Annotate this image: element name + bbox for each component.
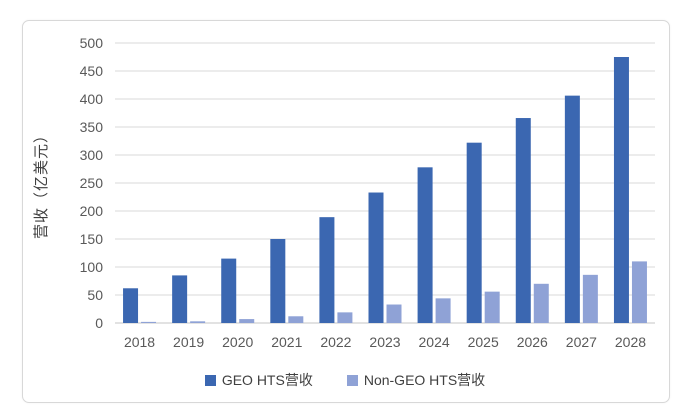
- bar-geo: [172, 275, 188, 323]
- bar-nongeo: [337, 312, 353, 323]
- bar-geo: [564, 95, 580, 323]
- bar-geo: [417, 167, 433, 323]
- bar-geo: [613, 57, 629, 323]
- bar-nongeo: [386, 304, 402, 323]
- bar-geo: [368, 192, 384, 323]
- x-tick-label: 2025: [468, 334, 499, 350]
- x-tick-label: 2028: [615, 334, 646, 350]
- bar-nongeo: [190, 321, 206, 323]
- y-tick-label: 450: [80, 63, 104, 79]
- bar-nongeo: [484, 291, 500, 323]
- legend-item-geo: GEO HTS营收: [204, 370, 313, 390]
- bar-nongeo: [239, 319, 255, 323]
- y-tick-label: 400: [80, 91, 104, 107]
- bar-geo: [221, 258, 237, 323]
- y-tick-label: 300: [80, 147, 104, 163]
- bar-geo: [319, 217, 335, 323]
- legend-item-nongeo: Non-GEO HTS营收: [346, 370, 486, 390]
- y-tick-label: 100: [80, 259, 104, 275]
- y-tick-label: 150: [80, 231, 104, 247]
- x-tick-label: 2026: [517, 334, 548, 350]
- bar-nongeo: [141, 321, 157, 323]
- y-tick-label: 200: [80, 203, 104, 219]
- x-tick-label: 2027: [566, 334, 597, 350]
- y-tick-label: 500: [80, 35, 104, 51]
- x-tick-label: 2022: [320, 334, 351, 350]
- x-tick-label: 2020: [222, 334, 253, 350]
- x-tick-label: 2019: [173, 334, 204, 350]
- legend-swatch-nongeo-icon: [346, 374, 358, 386]
- bar-geo: [270, 239, 286, 323]
- bar-geo: [123, 288, 139, 323]
- x-tick-label: 2024: [419, 334, 450, 350]
- bar-nongeo: [435, 298, 451, 323]
- bar-nongeo: [533, 283, 549, 323]
- bar-nongeo: [288, 316, 304, 323]
- bar-geo: [466, 142, 482, 323]
- x-tick-label: 2018: [124, 334, 155, 350]
- bar-geo: [515, 118, 531, 323]
- y-tick-label: 50: [87, 287, 103, 303]
- x-tick-label: 2023: [369, 334, 400, 350]
- bar-nongeo: [582, 274, 598, 323]
- y-tick-label: 0: [95, 315, 103, 331]
- legend-label-nongeo: Non-GEO HTS营收: [363, 372, 486, 388]
- x-tick-label: 2021: [271, 334, 302, 350]
- legend-swatch-geo-icon: [204, 374, 216, 386]
- bar-chart: 0 50 100 150 200 250 300 350 400 450 500 2018 2019 20…: [80, 35, 655, 350]
- legend: GEO HTS营收 Non-GEO HTS营收: [22, 370, 668, 390]
- legend-label-geo: GEO HTS营收: [221, 372, 313, 388]
- y-tick-label: 250: [80, 175, 104, 191]
- y-tick-label: 350: [80, 119, 104, 135]
- bar-nongeo: [631, 261, 647, 323]
